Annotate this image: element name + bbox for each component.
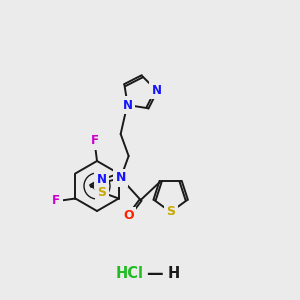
Text: N: N <box>152 84 161 97</box>
Text: HCl: HCl <box>116 266 144 281</box>
Text: —: — <box>146 265 162 283</box>
Text: F: F <box>91 134 99 148</box>
Text: N: N <box>97 173 107 186</box>
Text: N: N <box>116 172 126 184</box>
Text: S: S <box>166 206 175 218</box>
Text: N: N <box>123 98 133 112</box>
Text: H: H <box>168 266 180 281</box>
Text: S: S <box>97 186 106 199</box>
Text: O: O <box>123 209 134 223</box>
Text: F: F <box>52 194 60 207</box>
